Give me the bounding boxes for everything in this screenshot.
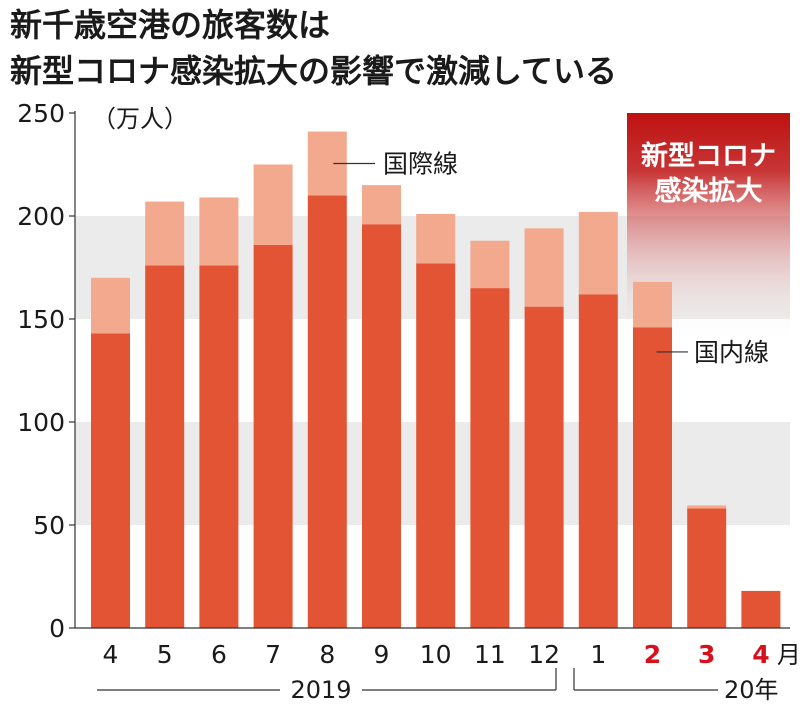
month-suffix: 月 — [777, 641, 800, 669]
x-tick-label: 8 — [319, 640, 335, 669]
bar-domestic — [524, 306, 564, 628]
bar-domestic — [416, 263, 456, 628]
x-tick-label: 6 — [211, 640, 227, 669]
bar-domestic — [199, 265, 239, 628]
bar-domestic — [741, 590, 781, 628]
bar-domestic — [145, 265, 185, 628]
bar-domestic — [578, 294, 618, 628]
y-tick-label: 0 — [49, 614, 65, 643]
y-tick-label: 250 — [17, 99, 65, 128]
annotation-line-2: 感染拡大 — [655, 175, 763, 207]
x-tick-label: 4 — [752, 640, 769, 669]
y-tick-label: 150 — [17, 305, 65, 334]
x-tick-label: 9 — [374, 640, 390, 669]
bar-international — [362, 185, 401, 225]
bar-international — [524, 228, 564, 307]
bar-international — [578, 211, 618, 295]
x-tick-label: 10 — [420, 640, 452, 669]
bar-domestic — [470, 288, 510, 628]
annotation-line-1: 新型コロナ — [641, 140, 776, 172]
x-tick-label: 1 — [590, 640, 606, 669]
chart-title: 新千歳空港の旅客数は 新型コロナ感染拡大の影響で激減している — [10, 2, 617, 94]
bar-international — [253, 164, 293, 245]
y-tick-label: 200 — [17, 202, 65, 231]
title-line-2: 新型コロナ感染拡大の影響で激減している — [10, 52, 618, 90]
bar-international — [199, 197, 239, 266]
bar-international — [633, 281, 672, 328]
bar-domestic — [362, 224, 401, 629]
legend-label-international: 国際線 — [383, 149, 458, 178]
unit-label: （万人） — [92, 105, 188, 133]
bar-international — [145, 201, 185, 266]
x-tick-label: 7 — [265, 640, 281, 669]
x-tick-label: 5 — [157, 640, 173, 669]
legend-label-domestic: 国内線 — [694, 338, 769, 367]
bar-international — [91, 277, 130, 334]
bar-international — [416, 213, 456, 264]
bar-domestic — [633, 327, 672, 628]
bar-domestic — [253, 244, 293, 628]
x-tick-label: 11 — [474, 640, 506, 669]
x-tick-label: 3 — [698, 640, 715, 669]
y-tick-label: 50 — [33, 511, 65, 540]
bar-international — [687, 505, 727, 509]
bar-domestic — [687, 508, 727, 628]
year-label-2020: 20年 — [724, 676, 779, 704]
y-tick-label: 100 — [17, 408, 65, 437]
bar-domestic — [91, 333, 130, 628]
bar-international — [470, 240, 510, 289]
x-tick-label: 12 — [528, 640, 560, 669]
title-line-1: 新千歳空港の旅客数は — [10, 6, 331, 44]
bar-domestic — [307, 195, 347, 628]
x-tick-label: 2 — [644, 640, 661, 669]
x-tick-label: 4 — [103, 640, 119, 669]
year-label-2019: 2019 — [290, 676, 351, 704]
